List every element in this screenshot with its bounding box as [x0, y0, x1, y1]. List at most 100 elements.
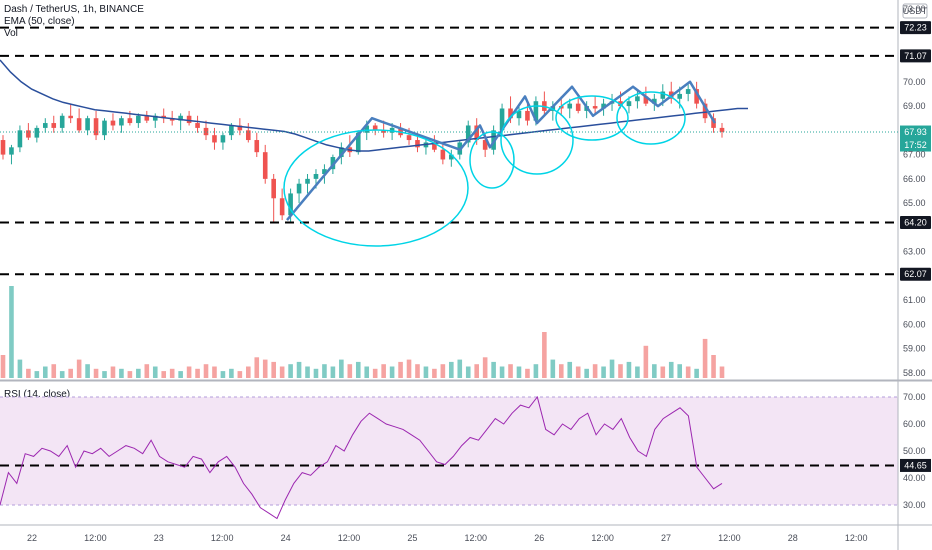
time-tick: 12:00 [718, 533, 741, 543]
ema-legend[interactable]: EMA (50, close) [4, 16, 75, 27]
volume-bar [9, 286, 14, 378]
annotation-circle [555, 95, 629, 141]
volume-bar [330, 366, 336, 378]
time-tick: 24 [281, 533, 291, 543]
volume-bar [432, 368, 437, 378]
candle-body [677, 93, 683, 99]
ema-path [0, 59, 748, 152]
candle-body [372, 125, 378, 131]
pattern-line [286, 80, 717, 221]
volume-bar [508, 364, 513, 378]
candle-body [203, 127, 209, 136]
candle-body [85, 118, 90, 131]
volume-bar [491, 361, 496, 378]
volume-bar [694, 368, 699, 378]
candle-body [9, 147, 14, 155]
vol-legend[interactable]: Vol [4, 28, 18, 39]
volume-bar [0, 355, 6, 378]
candle-body [271, 178, 276, 199]
time-tick: 28 [788, 533, 798, 543]
candle-body [381, 130, 386, 133]
volume-bar [305, 366, 310, 378]
rsi-line: 44.65 [0, 395, 931, 520]
chart-legend: Dash / TetherUS, 1h, BINANCE EMA (50, cl… [4, 4, 144, 40]
price-tick: 60.00 [903, 319, 926, 329]
level-badge [900, 216, 931, 230]
volume-bar [136, 368, 141, 378]
rsi-band [0, 397, 898, 505]
volume-bar [618, 364, 623, 378]
volume-bar [93, 368, 99, 378]
volume-bar [449, 361, 454, 378]
volume-bar [186, 366, 192, 378]
candle-body [474, 125, 479, 141]
candle-body [110, 120, 116, 126]
rsi-level-badge [900, 458, 931, 472]
candle-body [26, 130, 31, 138]
volume-bar [398, 361, 403, 378]
symbol-title[interactable]: Dash / TetherUS, 1h, BINANCE [4, 4, 144, 15]
candle-body [254, 140, 260, 153]
candle-body [279, 198, 285, 216]
candle-body [415, 140, 420, 148]
price-tick: 70.00 [903, 77, 926, 87]
candle-body [220, 135, 226, 143]
price-tick: 67.00 [903, 150, 926, 160]
candle-body [499, 108, 505, 131]
candle-body [144, 115, 150, 121]
candle-body [626, 101, 632, 107]
volume-bar [643, 345, 649, 378]
volume-bar [119, 368, 124, 378]
volume-bar [465, 366, 471, 378]
volume-bar [660, 366, 666, 378]
candle-body [652, 98, 657, 104]
ema-line [0, 59, 748, 152]
level-badge [900, 267, 931, 281]
level-badge [900, 49, 931, 63]
candle-body [229, 125, 234, 136]
candle-body [685, 89, 691, 94]
time-tick: 12:00 [338, 533, 361, 543]
volume-bar [313, 368, 319, 378]
volume-bar [347, 364, 353, 378]
volume-bar [635, 366, 640, 378]
volume-bar [102, 371, 107, 378]
rsi-tick: 50.00 [903, 446, 926, 456]
candle-body [237, 125, 243, 131]
rsi-tick: 60.00 [903, 419, 926, 429]
level-label: 62.07 [904, 269, 927, 279]
volume-bar [220, 371, 226, 378]
volume-bar [246, 366, 251, 378]
volume-bar [288, 364, 293, 378]
volume-bar [254, 357, 260, 378]
volume-bar [17, 359, 23, 378]
candle-body [465, 125, 471, 143]
volume-bar [296, 361, 302, 378]
last-price-badge [900, 125, 931, 152]
volume-bar [51, 364, 57, 378]
time-tick: 12:00 [84, 533, 107, 543]
candle-body [42, 123, 48, 128]
time-tick: 26 [534, 533, 544, 543]
candle-body [449, 154, 454, 160]
candle-body [169, 118, 175, 121]
candle-body [694, 89, 699, 104]
volume-bar [550, 359, 556, 378]
volume-bar [474, 364, 479, 378]
volume-bar [178, 371, 183, 378]
volume-bar [144, 364, 150, 378]
candle-body [17, 130, 23, 148]
candle-body [186, 115, 192, 124]
candle-body [0, 140, 6, 155]
candle-body [127, 118, 133, 124]
rsi-legend[interactable]: RSI (14, close) [4, 389, 71, 400]
rsi-path [0, 395, 723, 520]
volume-bar [161, 371, 167, 378]
candle-body [51, 123, 57, 128]
candle-body [575, 103, 581, 111]
annotation-circle [469, 131, 515, 189]
candle-body [195, 123, 200, 128]
volume-bar [203, 364, 209, 378]
